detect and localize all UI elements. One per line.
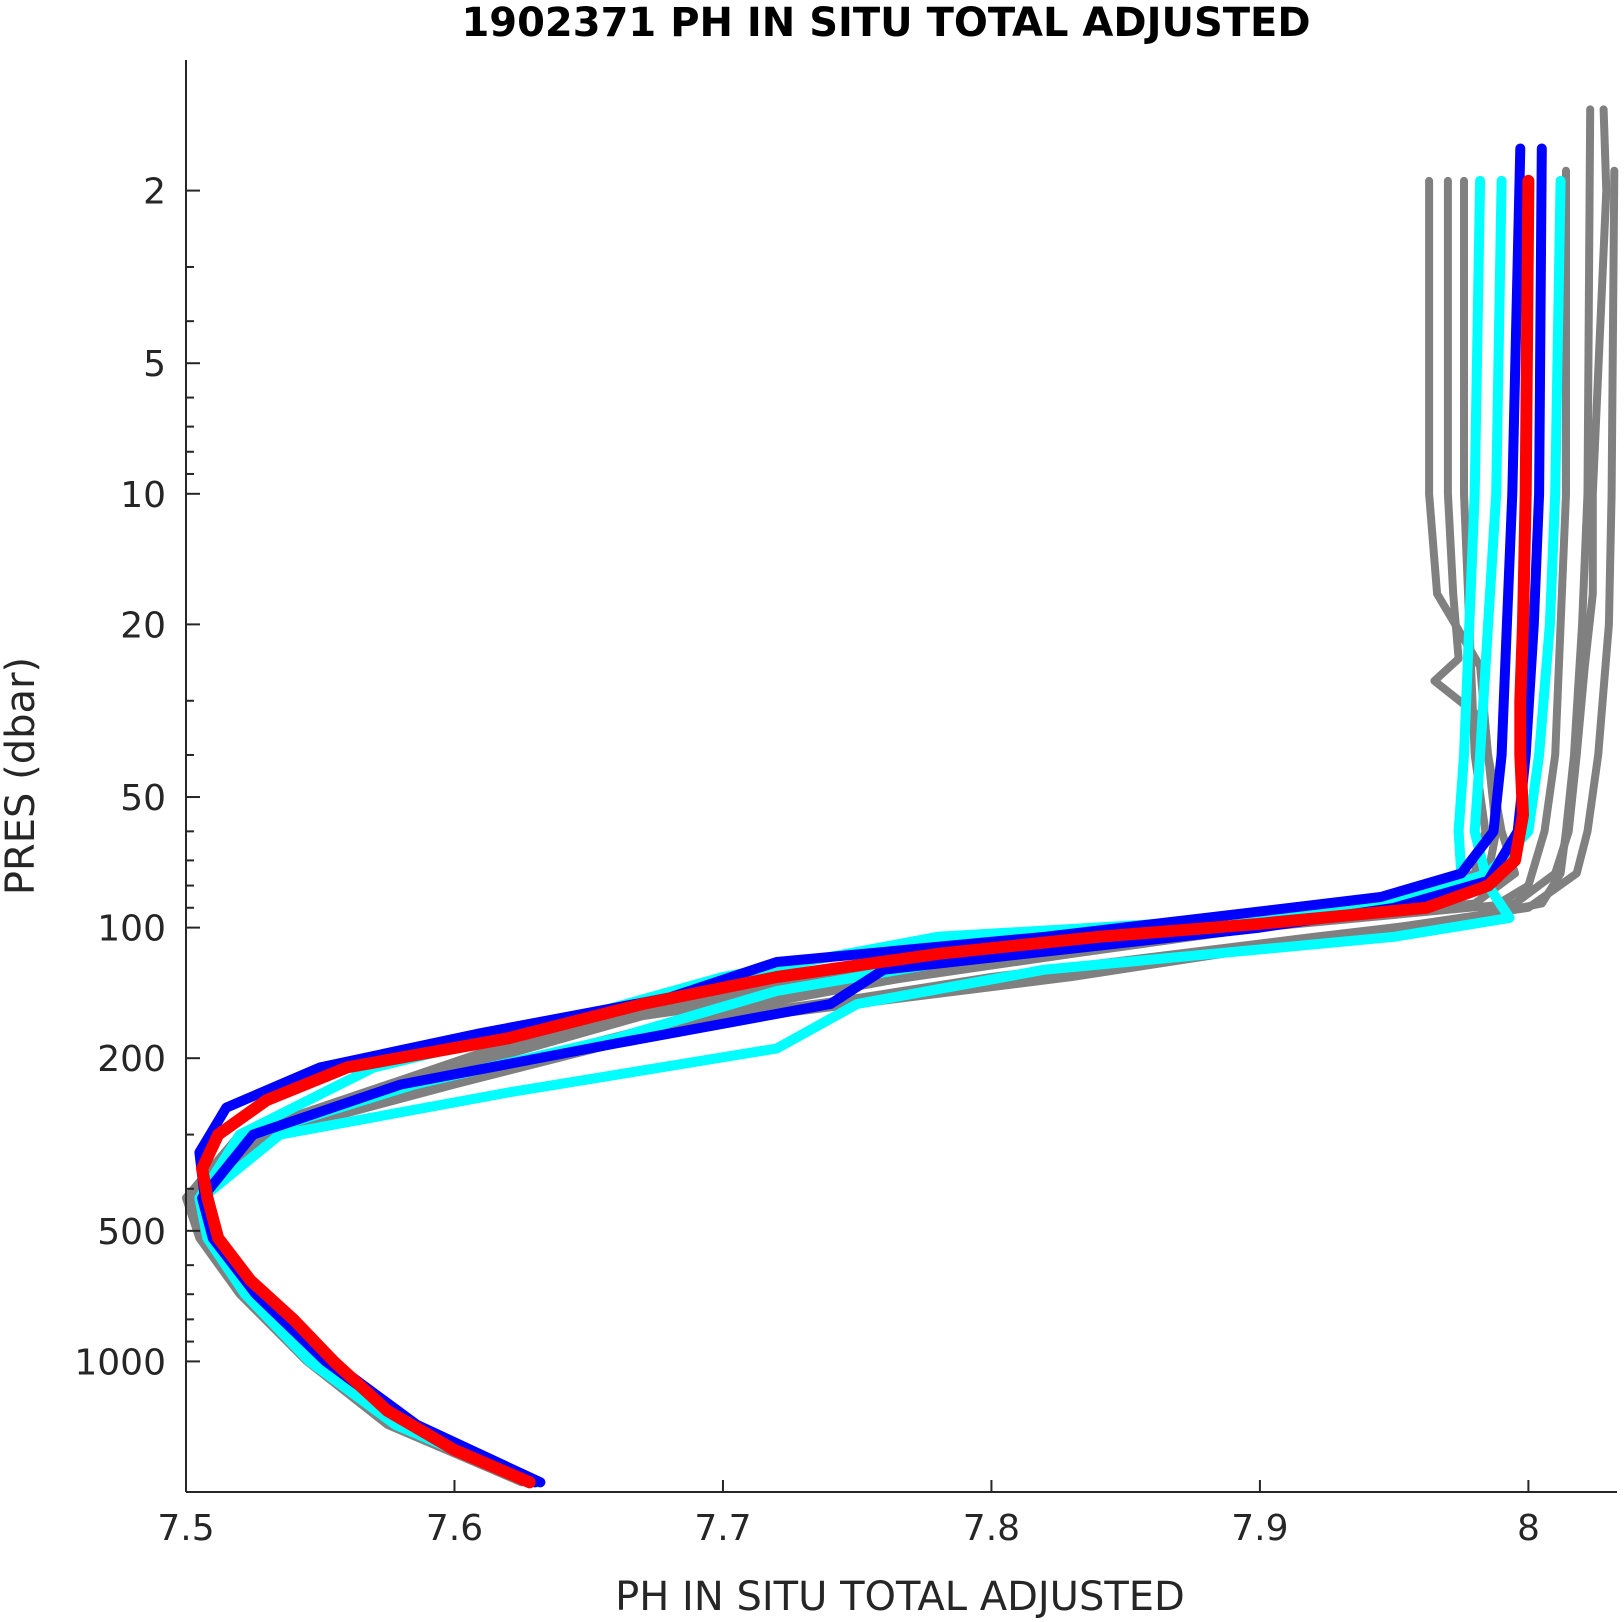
profile-line-gray-2 [182, 176, 1501, 1487]
y-tick-label: 500 [97, 1212, 166, 1253]
x-tick-label: 7.5 [157, 1508, 214, 1549]
y-tick-label: 100 [97, 909, 166, 950]
plot-series [182, 105, 1619, 1489]
profile-line-cyan-9 [194, 175, 1566, 1488]
y-tick-label: 1000 [74, 1342, 166, 1383]
x-ticks: 7.5 7.6 7.7 7.8 7.9 8 [157, 1480, 1540, 1549]
x-tick-label: 8 [1517, 1508, 1540, 1549]
profile-line-gray-5 [192, 166, 1619, 1487]
profile-line-gray-3 [195, 176, 1490, 1487]
y-tick-label: 5 [143, 344, 166, 385]
x-tick-label: 7.7 [694, 1508, 751, 1549]
profile-line-cyan-7 [194, 175, 1486, 1488]
x-tick-label: 7.6 [426, 1508, 483, 1549]
profile-line-blue-11 [197, 143, 1547, 1488]
x-tick-label: 7.8 [963, 1508, 1020, 1549]
x-tick-label: 7.9 [1231, 1508, 1288, 1549]
profile-line-gray-4 [190, 105, 1595, 1487]
profile-line-gray-0 [182, 105, 1611, 1487]
profile-line-gray-6 [190, 166, 1570, 1487]
profile-line-red-12 [196, 174, 1535, 1489]
y-tick-label: 200 [97, 1039, 166, 1080]
profile-line-blue-10 [194, 143, 1526, 1488]
y-tick-label: 10 [120, 475, 166, 516]
y-tick-label: 20 [120, 605, 166, 646]
profile-line-cyan-8 [197, 175, 1515, 1488]
y-axis-label: PRES (dbar) [0, 657, 44, 895]
y-ticks: 2 5 10 20 50 100 200 500 1000 [74, 172, 200, 1383]
y-tick-label: 50 [120, 778, 166, 819]
x-axis-label: PH IN SITU TOTAL ADJUSTED [615, 1574, 1185, 1620]
profile-line-gray-1 [187, 176, 1519, 1487]
y-tick-label: 2 [143, 172, 166, 213]
chart-title: 1902371 PH IN SITU TOTAL ADJUSTED [461, 0, 1310, 46]
